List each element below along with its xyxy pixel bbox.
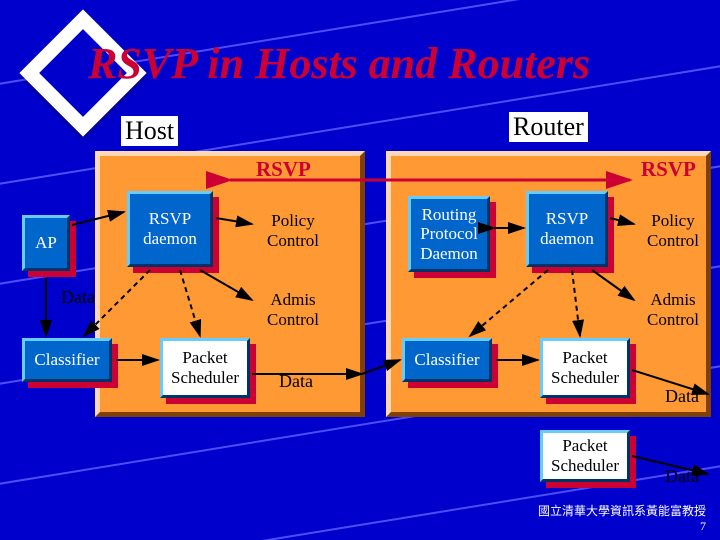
host-policy-control: Policy Control (256, 211, 330, 250)
router-packet-scheduler2-box: Packet Scheduler (540, 430, 630, 482)
router-packet-scheduler-box: Packet Scheduler (540, 338, 630, 398)
slide-title: RSVP in Hosts and Routers (88, 38, 590, 89)
router-classifier-box: Classifier (402, 338, 492, 382)
rsvp-label-left: RSVP (256, 157, 311, 182)
router-rsvp-daemon-box: RSVP daemon (526, 191, 608, 267)
data-label-host-out: Data (279, 371, 313, 392)
page-number: 7 (538, 519, 706, 534)
router-label: Router (509, 112, 588, 142)
data-label-host-in: Data (61, 287, 95, 308)
host-admis-control: Admis Control (256, 290, 330, 329)
footer-text: 國立清華大學資訊系黃能富教授 (538, 504, 706, 519)
host-classifier-box: Classifier (22, 338, 112, 382)
slide-footer: 國立清華大學資訊系黃能富教授 7 (538, 504, 706, 534)
host-packet-scheduler-box: Packet Scheduler (160, 338, 250, 398)
router-policy-control: Policy Control (636, 211, 710, 250)
host-rsvp-daemon-box: RSVP daemon (127, 191, 213, 267)
rsvp-label-right: RSVP (641, 157, 696, 182)
data-label-router-out2: Data (665, 466, 699, 487)
host-ap-box: AP (22, 215, 70, 271)
router-routing-daemon-box: Routing Protocol Daemon (408, 196, 490, 272)
host-label: Host (121, 116, 178, 146)
data-label-router-out1: Data (665, 386, 699, 407)
router-admis-control: Admis Control (636, 290, 710, 329)
